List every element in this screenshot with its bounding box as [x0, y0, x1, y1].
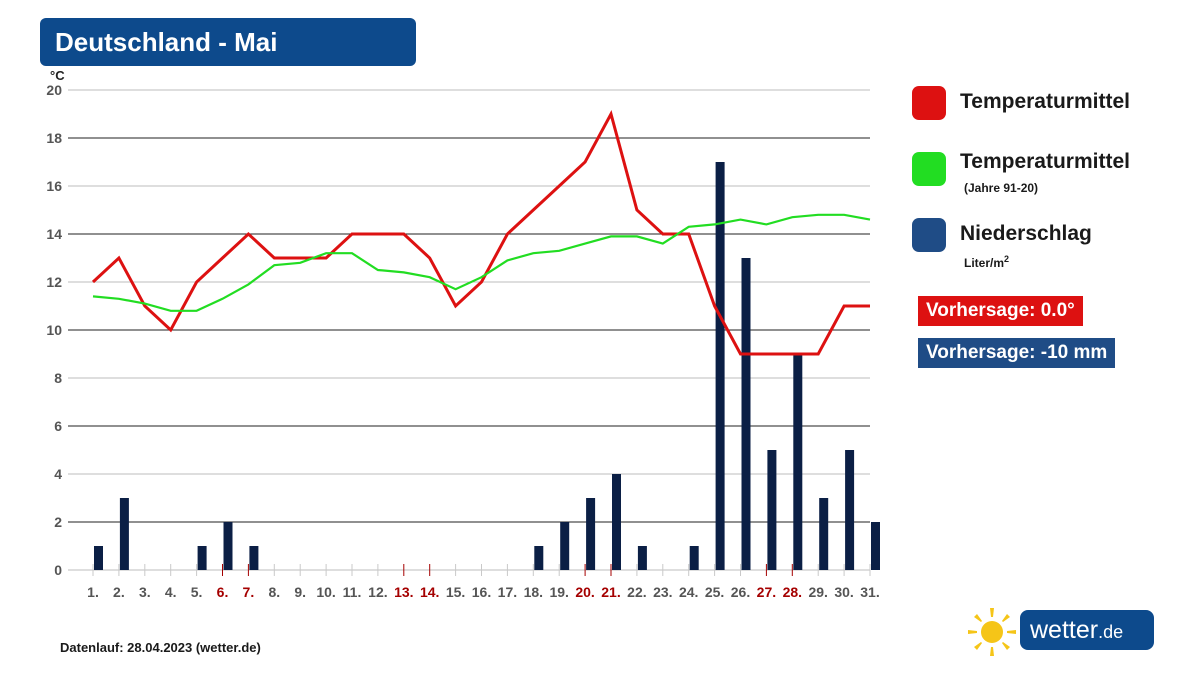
legend-label-temperature-normal: Temperaturmittel [960, 150, 1130, 173]
temperature-normal-line [92, 213, 871, 312]
x-tick-label: 20. [575, 584, 594, 600]
logo-text-suffix: .de [1098, 622, 1124, 642]
x-tick-label: 12. [368, 584, 387, 600]
precip-bar [845, 450, 855, 570]
x-tick-label: 17. [498, 584, 517, 600]
x-tick-label: 31. [860, 584, 879, 600]
precip-bar [534, 546, 544, 570]
logo-text-main: wetter [1030, 616, 1099, 644]
y-axis-unit: °C [50, 68, 65, 83]
x-tick-label: 5. [191, 584, 203, 600]
y-tick-label: 18 [46, 130, 62, 146]
x-tick-label: 30. [834, 584, 853, 600]
precip-bar [560, 522, 570, 570]
x-tick-label: 19. [549, 584, 568, 600]
precip-bar [767, 450, 777, 570]
legend-precip-unit: Liter/m2 [964, 254, 1009, 270]
data-run-footer: Datenlauf: 28.04.2023 (wetter.de) [60, 640, 261, 655]
x-tick-label: 23. [653, 584, 672, 600]
x-tick-label: 14. [420, 584, 439, 600]
x-tick-label: 18. [524, 584, 543, 600]
x-tick-label: 27. [757, 584, 776, 600]
precip-bar [715, 162, 725, 570]
x-tick-label: 2. [113, 584, 125, 600]
y-tick-label: 10 [46, 322, 62, 338]
forecast-temperature-badge: Vorhersage: 0.0° [918, 296, 1083, 326]
x-tick-label: 8. [268, 584, 280, 600]
forecast-precipitation-badge: Vorhersage: -10 mm [918, 338, 1116, 368]
legend-sub-normal-period: (Jahre 91-20) [964, 181, 1039, 195]
y-tick-label: 8 [54, 370, 62, 386]
y-tick-label: 16 [46, 178, 62, 194]
legend-label-temperature: Temperaturmittel [960, 90, 1130, 113]
x-tick-label: 26. [731, 584, 750, 600]
precip-bar [871, 522, 880, 570]
y-tick-label: 6 [54, 418, 62, 434]
y-tick-label: 0 [54, 562, 62, 578]
x-tick-label: 11. [343, 584, 362, 600]
legend-precip-unit-sup: 2 [1004, 254, 1010, 264]
precip-bar [94, 546, 103, 570]
precip-bar [612, 474, 621, 570]
precip-bar [793, 354, 803, 570]
legend-precip-unit-text: Liter/m [964, 256, 1005, 270]
x-tick-label: 7. [243, 584, 255, 600]
precip-bar [689, 546, 699, 570]
precip-bar [119, 498, 129, 570]
x-tick-label: 29. [808, 584, 827, 600]
legend-swatch-temperature [912, 86, 946, 120]
precip-bar [819, 498, 829, 570]
x-tick-label: 10. [316, 584, 335, 600]
x-tick-label: 3. [139, 584, 151, 600]
precip-bar [223, 522, 233, 570]
x-tick-label: 22. [627, 584, 646, 600]
precip-bar [637, 546, 647, 570]
x-tick-label: 25. [705, 584, 724, 600]
x-tick-label: 24. [679, 584, 698, 600]
y-tick-label: 14 [46, 226, 62, 242]
wetter-de-logo: wetter.de [966, 606, 1166, 658]
chart-title: Deutschland - Mai [55, 27, 278, 57]
x-tick-label: 1. [87, 584, 99, 600]
chart-title-banner: Deutschland - Mai [40, 18, 416, 66]
x-tick-label: 21. [601, 584, 620, 600]
legend-swatch-temperature-normal [912, 152, 946, 186]
x-tick-label: 6. [217, 584, 229, 600]
x-tick-label: 15. [446, 584, 465, 600]
y-tick-label: 12 [46, 274, 62, 290]
x-tick-label: 28. [783, 584, 802, 600]
x-tick-label: 9. [294, 584, 306, 600]
legend-label-precipitation: Niederschlag [960, 222, 1092, 245]
sun-icon [968, 608, 1016, 656]
legend-swatch-precipitation [912, 218, 946, 252]
y-tick-label: 4 [54, 466, 62, 482]
precip-bar [197, 546, 207, 570]
temperature-line [91, 109, 870, 356]
precip-bar [741, 258, 751, 570]
precip-bar [249, 546, 259, 570]
precip-bar [586, 498, 596, 570]
x-tick-label: 13. [394, 584, 413, 600]
y-tick-label: 20 [46, 82, 62, 98]
x-tick-label: 4. [165, 584, 177, 600]
x-tick-label: 16. [472, 584, 491, 600]
logo-wordmark: wetter.de [1020, 610, 1154, 650]
y-tick-label: 2 [54, 514, 62, 530]
